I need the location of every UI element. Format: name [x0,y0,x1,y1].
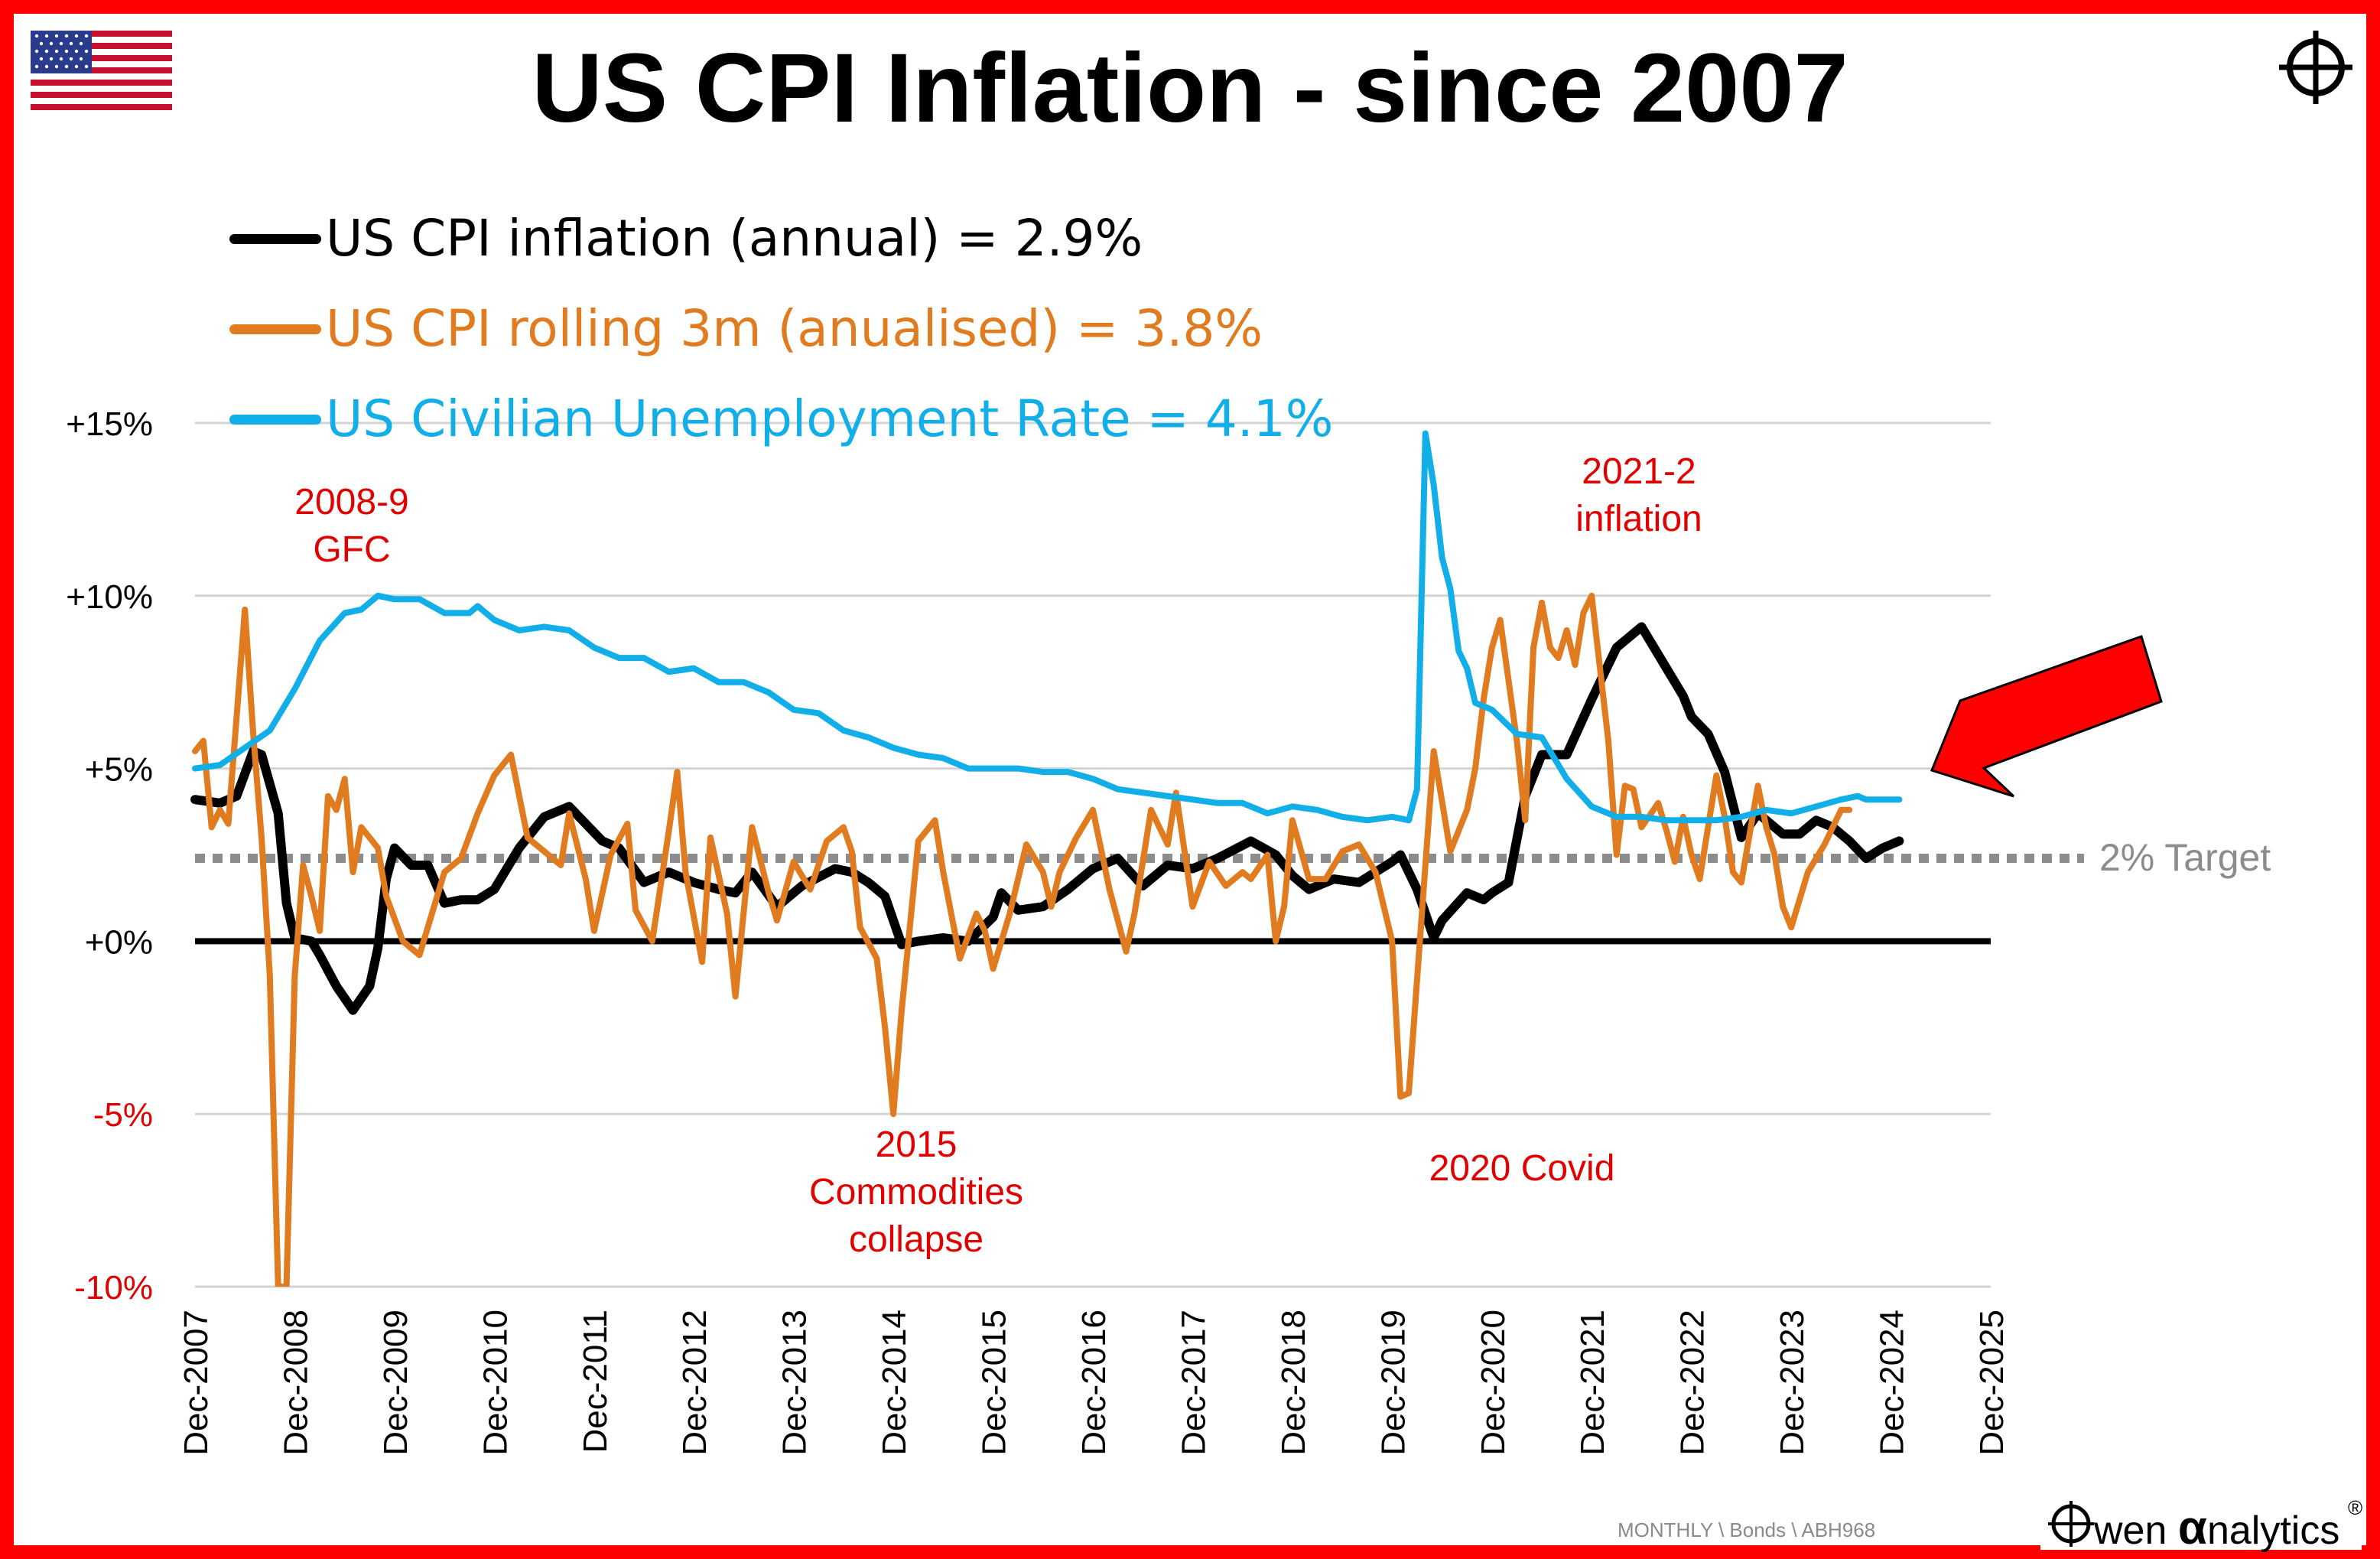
chart-title: US CPI Inflation - since 2007 [532,34,1848,143]
legend-line-annual [229,234,321,244]
callout-arrow [1930,635,2163,798]
legend-label-annual: US CPI inflation (annual) = 2.9% [326,209,1143,268]
x-tick-label: Dec-2025 [1973,1310,2011,1456]
x-tick-label: Dec-2010 [476,1310,514,1456]
y-tick-label: -10% [74,1269,153,1307]
annotation-label: 2021-2 inflation [1575,451,1702,539]
target-label: 2% Target [2099,836,2271,879]
y-tick-label: -5% [93,1096,153,1134]
x-tick-label: Dec-2024 [1874,1310,1911,1456]
x-tick-label: Dec-2011 [577,1310,614,1453]
series-line-annual [190,622,1904,1015]
annotation-line: 2008-9 [294,482,408,522]
annotation-label: 2008-9 GFC [294,482,408,570]
brand-suffix: nalytics [2206,1509,2340,1553]
y-tick-label: +0% [85,923,153,961]
us-flag-icon [31,31,172,110]
x-tick-label: Dec-2013 [776,1310,814,1456]
series-line-unemployment [192,430,1903,824]
x-tick-label: Dec-2019 [1374,1310,1412,1456]
x-tick-label: Dec-2009 [377,1310,415,1456]
x-tick-label: Dec-2007 [177,1310,215,1456]
annotation-line: 2021-2 [1582,451,1696,492]
annotation-line: inflation [1575,499,1702,539]
series-line-rolling-3m [192,592,1853,1287]
x-tick-label: Dec-2008 [277,1310,314,1456]
annotation-line: collapse [849,1219,984,1260]
brand-crosshair-icon [2048,1501,2094,1547]
legend-line-unemployment [229,415,321,425]
annotation-label: 2015 Commodities collapse [809,1124,1023,1260]
crosshair-target-icon [2279,31,2352,104]
x-tick-label: Dec-2021 [1574,1310,1611,1456]
annotation-line: 2015 [876,1124,958,1165]
annotation-line: Commodities [809,1172,1023,1212]
x-tick-label: Dec-2020 [1474,1310,1512,1456]
x-tick-label: Dec-2018 [1275,1310,1312,1456]
y-tick-label: +15% [66,405,153,443]
x-tick-label: Dec-2012 [676,1310,714,1456]
annotation-label: 2020 Covid [1429,1148,1615,1189]
x-tick-label: Dec-2022 [1674,1310,1712,1456]
source-note: MONTHLY \ Bonds \ ABH968 [1618,1518,1876,1541]
x-tick-label: Dec-2015 [976,1310,1013,1456]
brand-alpha: α [2177,1502,2207,1554]
y-tick-label: +5% [85,751,153,789]
x-tick-label: Dec-2017 [1175,1310,1212,1456]
legend-line-rolling-3m [229,324,321,334]
annotation-line: 2020 Covid [1429,1148,1615,1189]
x-tick-label: Dec-2014 [876,1310,913,1456]
y-tick-label: +10% [66,578,153,616]
x-tick-label: Dec-2023 [1774,1310,1811,1456]
legend-label-unemployment: US Civilian Unemployment Rate = 4.1% [326,389,1334,448]
brand-logo: wen αnalytics ® [2040,1496,2363,1554]
brand-name: wen αnalytics [2094,1501,2339,1555]
legend-label-rolling-3m: US CPI rolling 3m (anualised) = 3.8% [326,299,1263,358]
annotation-line: GFC [313,529,390,570]
registered-mark: ® [2348,1496,2363,1519]
brand-prefix: wen [2094,1509,2178,1553]
x-tick-label: Dec-2016 [1075,1310,1113,1456]
